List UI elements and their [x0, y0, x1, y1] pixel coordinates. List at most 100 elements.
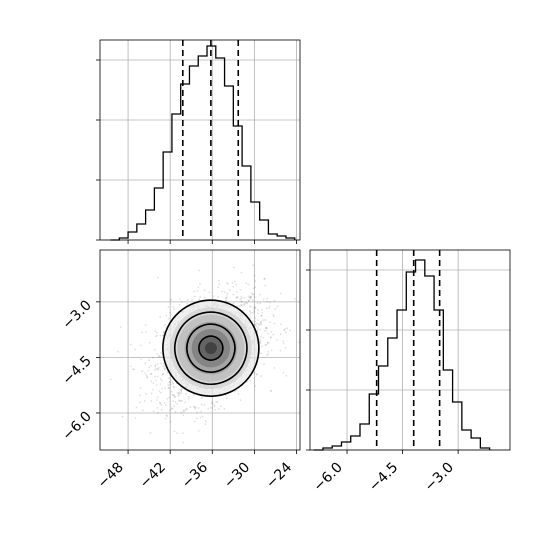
scatter-point: [158, 390, 161, 392]
scatter-point: [166, 415, 169, 417]
scatter-point: [156, 399, 158, 401]
scatter-point: [239, 288, 242, 291]
scatter-point: [273, 367, 276, 369]
x-tick-label: −30: [221, 460, 253, 492]
scatter-point: [155, 367, 158, 370]
scatter-point: [181, 387, 184, 390]
scatter-point: [146, 375, 149, 378]
scatter-point: [253, 308, 256, 311]
histogram-bin: [154, 188, 163, 240]
scatter-point: [160, 404, 163, 406]
scatter-point: [267, 353, 269, 356]
scatter-point: [207, 407, 210, 410]
scatter-point: [200, 403, 203, 406]
scatter-point: [294, 297, 296, 300]
scatter-point: [265, 326, 268, 329]
scatter-point: [159, 391, 162, 394]
scatter-point: [279, 349, 282, 352]
panel-frame: [99, 249, 301, 451]
scatter-point: [156, 367, 159, 370]
scatter-point: [263, 277, 266, 280]
scatter-point: [274, 308, 277, 310]
scatter-point: [225, 299, 228, 302]
scatter-point: [269, 337, 272, 339]
scatter-point: [167, 306, 170, 308]
scatter-point: [267, 307, 270, 310]
scatter-point: [240, 297, 243, 300]
scatter-point: [255, 325, 258, 327]
scatter-point: [132, 368, 135, 371]
scatter-point: [282, 371, 285, 374]
scatter-point: [143, 399, 146, 402]
scatter-point: [178, 393, 181, 396]
scatter-point: [257, 324, 260, 327]
scatter-point: [141, 370, 144, 372]
scatter-point: [232, 285, 235, 288]
scatter-point: [129, 343, 132, 346]
x-tick-label: −24: [263, 459, 295, 491]
scatter-point: [254, 323, 257, 326]
scatter-point: [279, 292, 282, 295]
scatter-point: [144, 324, 147, 327]
scatter-point: [167, 384, 170, 387]
scatter-point: [154, 330, 157, 332]
scatter-point: [180, 390, 183, 393]
scatter-point: [253, 310, 256, 313]
scatter-point: [146, 376, 149, 379]
scatter-point: [164, 387, 167, 389]
scatter-point: [270, 330, 273, 333]
scatter-point: [254, 320, 257, 323]
scatter-point: [178, 400, 181, 402]
scatter-point: [232, 266, 235, 269]
scatter-point: [156, 352, 159, 355]
scatter-point: [279, 333, 282, 335]
scatter-point: [117, 350, 119, 353]
scatter-point: [268, 305, 271, 308]
scatter-point: [260, 320, 263, 323]
scatter-point: [171, 393, 174, 396]
scatter-point: [217, 408, 220, 410]
histogram-bin: [251, 202, 260, 240]
scatter-point: [156, 412, 159, 414]
scatter-point: [186, 302, 188, 305]
histogram-bin: [189, 66, 198, 240]
x-tick-label: −42: [137, 460, 169, 492]
scatter-point: [158, 366, 160, 369]
scatter-point: [167, 317, 170, 320]
scatter-point: [204, 420, 207, 423]
scatter-point: [272, 314, 275, 316]
scatter-point: [232, 293, 235, 296]
histogram-bin: [379, 366, 388, 450]
scatter-point: [260, 352, 263, 355]
scatter-point: [151, 388, 154, 391]
scatter-point: [191, 299, 194, 301]
scatter-point: [264, 327, 267, 330]
scatter-point: [203, 296, 206, 299]
scatter-point: [164, 367, 167, 369]
scatter-point: [177, 399, 180, 402]
scatter-point: [284, 331, 287, 334]
scatter-point: [162, 373, 164, 375]
panel-frame: [99, 39, 301, 241]
scatter-point: [243, 303, 245, 306]
histogram-bin: [397, 310, 406, 450]
histogram-bin: [351, 436, 360, 450]
scatter-point: [254, 385, 257, 387]
scatter-point: [150, 380, 153, 383]
scatter-point: [165, 314, 168, 317]
scatter-point: [284, 347, 287, 349]
scatter-point: [193, 406, 196, 409]
x-tick-label: −4.5: [366, 460, 401, 495]
scatter-point: [223, 407, 226, 410]
scatter-point: [159, 402, 162, 405]
scatter-point: [170, 407, 173, 410]
scatter-point: [134, 417, 137, 420]
scatter-point: [169, 379, 172, 382]
contour-line: [186, 323, 236, 373]
scatter-point: [236, 296, 239, 299]
scatter-point: [154, 335, 157, 338]
scatter-point: [187, 397, 190, 400]
scatter-point: [259, 302, 262, 305]
scatter-point: [266, 297, 268, 300]
scatter-point: [150, 364, 152, 367]
